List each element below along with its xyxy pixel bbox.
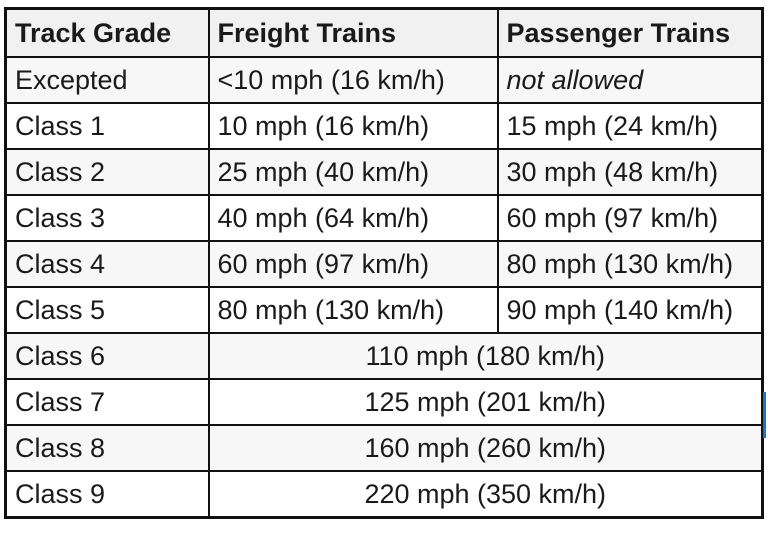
freight-speed-cell: 25 mph (40 km/h) — [207, 148, 499, 196]
table-row: Class 4 60 mph (97 km/h) 80 mph (130 km/… — [4, 240, 764, 288]
header-freight-trains: Freight Trains — [207, 7, 499, 58]
table-row: Class 2 25 mph (40 km/h) 30 mph (48 km/h… — [4, 148, 764, 196]
grade-cell: Class 3 — [4, 194, 210, 242]
grade-cell: Class 4 — [4, 240, 210, 288]
combined-speed-cell: 110 mph (180 km/h) — [207, 332, 764, 380]
passenger-speed-cell: not allowed — [496, 56, 764, 104]
table-row: Class 5 80 mph (130 km/h) 90 mph (140 km… — [4, 286, 764, 334]
selection-edge-marker — [763, 392, 766, 438]
header-row: Track Grade Freight Trains Passenger Tra… — [4, 7, 764, 58]
table-row: Class 1 10 mph (16 km/h) 15 mph (24 km/h… — [4, 102, 764, 150]
grade-cell: Class 7 — [4, 378, 210, 426]
combined-speed-cell: 160 mph (260 km/h) — [207, 424, 764, 472]
table-row: Class 8 160 mph (260 km/h) — [4, 424, 764, 472]
freight-speed-cell: 60 mph (97 km/h) — [207, 240, 499, 288]
table-row: Class 9 220 mph (350 km/h) — [4, 470, 764, 519]
grade-cell: Class 5 — [4, 286, 210, 334]
passenger-speed-cell: 90 mph (140 km/h) — [496, 286, 764, 334]
header-track-grade: Track Grade — [4, 7, 210, 58]
grade-cell: Class 2 — [4, 148, 210, 196]
passenger-speed-cell: 15 mph (24 km/h) — [496, 102, 764, 150]
grade-cell: Class 1 — [4, 102, 210, 150]
grade-cell: Excepted — [4, 56, 210, 104]
table-row: Class 7 125 mph (201 km/h) — [4, 378, 764, 426]
grade-cell: Class 6 — [4, 332, 210, 380]
combined-speed-cell: 125 mph (201 km/h) — [207, 378, 764, 426]
freight-speed-cell: 10 mph (16 km/h) — [207, 102, 499, 150]
passenger-speed-cell: 30 mph (48 km/h) — [496, 148, 764, 196]
freight-speed-cell: 40 mph (64 km/h) — [207, 194, 499, 242]
track-speed-table: Track Grade Freight Trains Passenger Tra… — [4, 7, 764, 519]
table-row: Class 6 110 mph (180 km/h) — [4, 332, 764, 380]
combined-speed-cell: 220 mph (350 km/h) — [207, 470, 764, 519]
passenger-speed-cell: 60 mph (97 km/h) — [496, 194, 764, 242]
header-passenger-trains: Passenger Trains — [496, 7, 764, 58]
freight-speed-cell: <10 mph (16 km/h) — [207, 56, 499, 104]
table-row: Excepted <10 mph (16 km/h) not allowed — [4, 56, 764, 104]
grade-cell: Class 9 — [4, 470, 210, 519]
passenger-speed-cell: 80 mph (130 km/h) — [496, 240, 764, 288]
grade-cell: Class 8 — [4, 424, 210, 472]
freight-speed-cell: 80 mph (130 km/h) — [207, 286, 499, 334]
table-row: Class 3 40 mph (64 km/h) 60 mph (97 km/h… — [4, 194, 764, 242]
